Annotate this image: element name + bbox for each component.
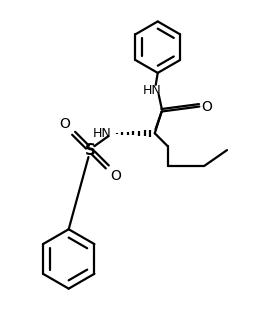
Text: HN: HN bbox=[142, 84, 161, 97]
Text: O: O bbox=[111, 169, 122, 183]
Text: O: O bbox=[201, 100, 212, 114]
Text: S: S bbox=[85, 142, 96, 158]
Text: HN: HN bbox=[93, 127, 111, 140]
Text: O: O bbox=[59, 117, 70, 131]
